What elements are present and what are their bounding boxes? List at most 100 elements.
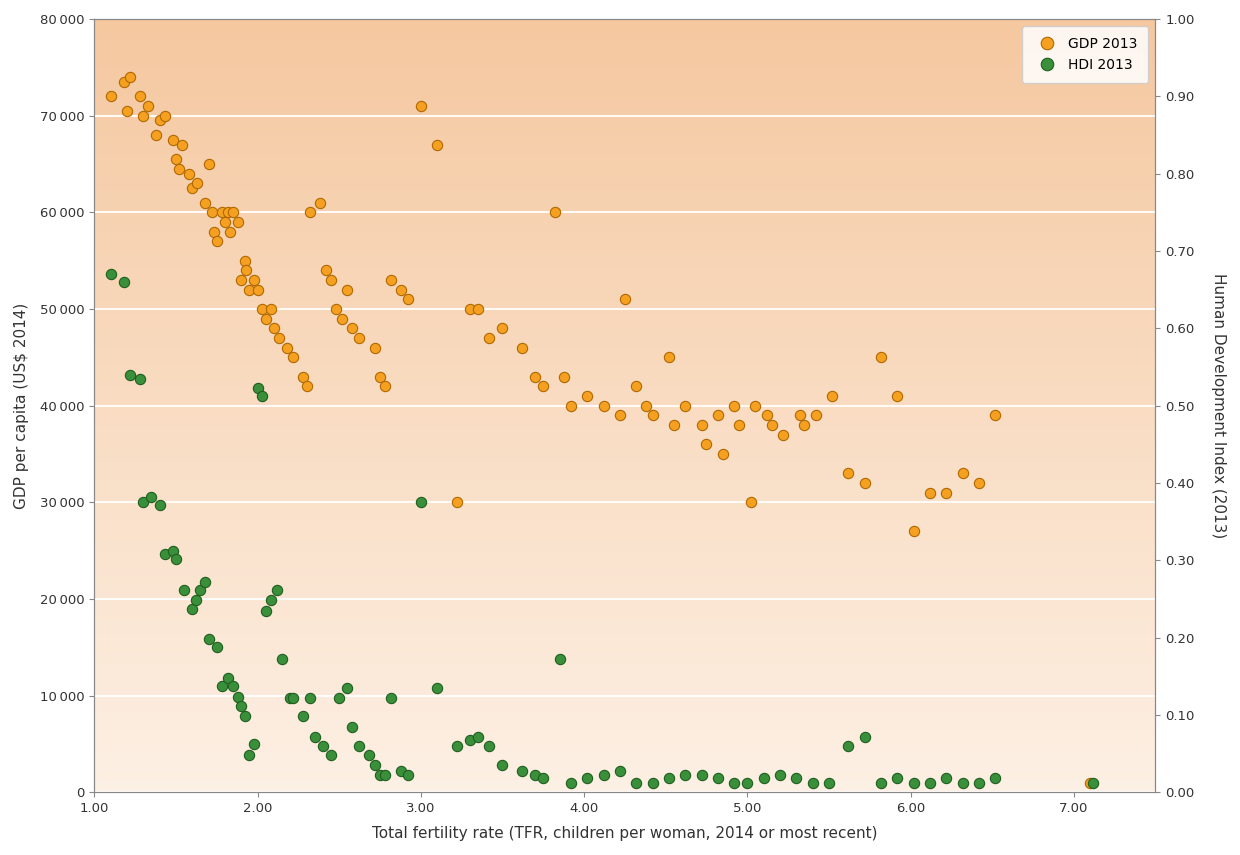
Point — [203, 225, 223, 239]
Point — [888, 771, 908, 785]
Point — [244, 738, 264, 752]
Point — [952, 467, 972, 481]
Point — [218, 205, 238, 219]
Point — [300, 205, 320, 219]
Point — [312, 739, 332, 752]
Point — [268, 583, 288, 597]
Point — [676, 398, 696, 412]
Y-axis label: Human Development Index (2013): Human Development Index (2013) — [1211, 273, 1226, 538]
Point — [269, 331, 289, 345]
Point — [626, 380, 646, 393]
Point — [594, 769, 614, 782]
Point — [738, 776, 758, 790]
Point — [658, 771, 678, 785]
Point — [150, 114, 170, 127]
Point — [321, 748, 341, 762]
Point — [970, 476, 990, 490]
Point — [594, 398, 614, 412]
Point — [533, 380, 553, 393]
Point — [182, 181, 202, 195]
Point — [560, 398, 580, 412]
Point — [708, 409, 728, 422]
Point — [374, 380, 394, 393]
Point — [186, 593, 206, 607]
Point — [713, 447, 733, 461]
Point — [663, 418, 683, 432]
Point — [1084, 776, 1104, 790]
Point — [264, 321, 284, 335]
Point — [134, 495, 154, 509]
Point — [234, 254, 254, 268]
Point — [374, 769, 394, 782]
Point — [117, 104, 136, 118]
Point — [244, 273, 264, 286]
Point — [234, 710, 254, 723]
Point — [533, 771, 553, 785]
Point — [460, 302, 480, 315]
Point — [460, 733, 480, 746]
Point — [326, 302, 346, 315]
Point — [986, 409, 1006, 422]
Point — [248, 381, 268, 395]
Point — [382, 273, 402, 286]
Point — [822, 389, 842, 403]
Point — [253, 389, 273, 403]
Point — [708, 771, 728, 785]
Point — [729, 418, 749, 432]
Point — [100, 268, 120, 281]
Point — [986, 771, 1006, 785]
Point — [212, 205, 232, 219]
Point — [761, 418, 781, 432]
Point — [398, 292, 418, 306]
Point — [872, 351, 892, 364]
Point — [754, 771, 774, 785]
Point — [802, 776, 822, 790]
Point — [428, 138, 448, 151]
Point — [284, 351, 304, 364]
Point — [207, 234, 227, 248]
Point — [228, 690, 248, 704]
Point — [348, 331, 368, 345]
Point — [170, 162, 190, 175]
Point — [337, 681, 357, 695]
Point — [370, 369, 389, 383]
Point — [330, 691, 350, 705]
Point — [904, 776, 924, 790]
Point — [382, 691, 402, 705]
Legend: GDP 2013, HDI 2013: GDP 2013, HDI 2013 — [1022, 26, 1148, 83]
Point — [255, 604, 275, 617]
Point — [888, 389, 908, 403]
Point — [198, 157, 218, 171]
Point — [1080, 775, 1100, 789]
Point — [724, 776, 744, 790]
Point — [724, 398, 744, 412]
Point — [146, 128, 166, 142]
Point — [120, 70, 140, 84]
Point — [854, 730, 874, 744]
Point — [223, 205, 243, 219]
Point — [239, 283, 259, 297]
Point — [228, 215, 248, 229]
Point — [610, 409, 630, 422]
Point — [480, 331, 500, 345]
Point — [366, 341, 386, 355]
Point — [492, 758, 512, 772]
Point — [277, 341, 296, 355]
Point — [370, 769, 389, 782]
Point — [155, 547, 175, 561]
Point — [512, 764, 532, 777]
Point — [280, 691, 300, 705]
Point — [872, 776, 892, 790]
Point — [207, 640, 227, 654]
Point — [198, 633, 218, 646]
Point — [512, 341, 532, 355]
Point — [182, 602, 202, 616]
Point — [818, 776, 838, 790]
Point — [446, 495, 466, 509]
Point — [366, 758, 386, 772]
Point — [294, 369, 314, 383]
Point — [232, 699, 252, 712]
Point — [215, 215, 234, 229]
Point — [636, 398, 656, 412]
Point — [174, 583, 193, 597]
